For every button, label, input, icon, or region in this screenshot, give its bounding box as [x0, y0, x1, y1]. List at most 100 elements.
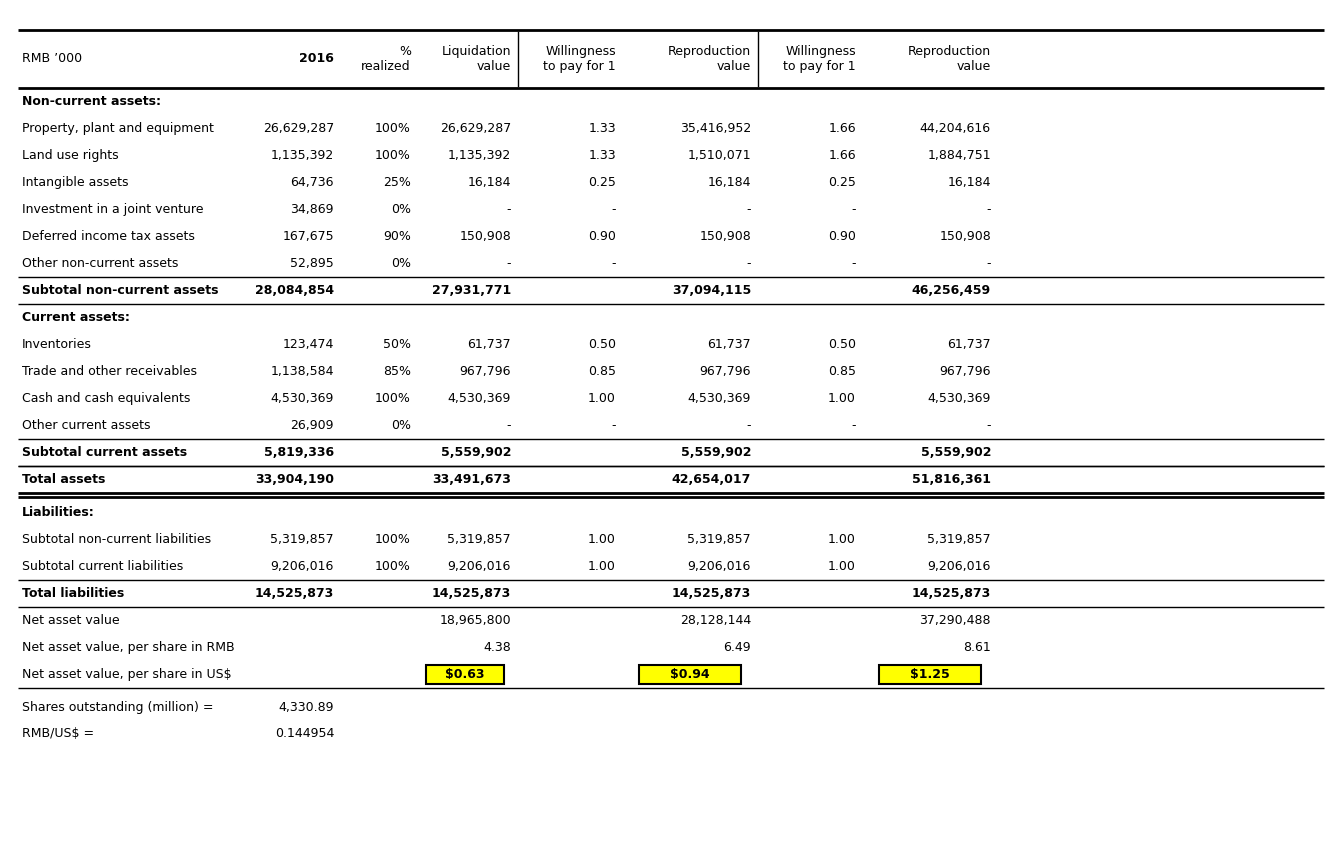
Text: 150,908: 150,908	[939, 230, 990, 243]
Text: 1.00: 1.00	[588, 533, 616, 546]
Text: Net asset value, per share in US$: Net asset value, per share in US$	[21, 668, 232, 681]
Text: Cash and cash equivalents: Cash and cash equivalents	[21, 392, 191, 405]
Text: 9,206,016: 9,206,016	[927, 560, 990, 573]
Text: 0%: 0%	[391, 419, 411, 432]
Text: Subtotal current liabilities: Subtotal current liabilities	[21, 560, 184, 573]
Text: Willingness
to pay for 1: Willingness to pay for 1	[544, 45, 616, 73]
Text: 5,559,902: 5,559,902	[440, 446, 511, 459]
Text: $0.63: $0.63	[446, 668, 484, 681]
Text: -: -	[506, 203, 511, 216]
Text: Liquidation
value: Liquidation value	[442, 45, 511, 73]
Text: 1.00: 1.00	[828, 392, 856, 405]
Text: $0.94: $0.94	[670, 668, 710, 681]
Text: 25%: 25%	[382, 176, 411, 189]
Text: 14,525,873: 14,525,873	[672, 587, 752, 600]
Text: RMB/US$ =: RMB/US$ =	[21, 727, 94, 740]
Text: -: -	[612, 419, 616, 432]
Text: 34,869: 34,869	[290, 203, 334, 216]
Text: 1,510,071: 1,510,071	[687, 149, 752, 162]
Text: 4,530,369: 4,530,369	[927, 392, 990, 405]
Text: Total assets: Total assets	[21, 473, 106, 486]
Text: 8.61: 8.61	[964, 641, 990, 654]
Text: 5,319,857: 5,319,857	[927, 533, 990, 546]
Text: Property, plant and equipment: Property, plant and equipment	[21, 122, 213, 135]
Text: 37,094,115: 37,094,115	[672, 284, 752, 297]
Text: 4,530,369: 4,530,369	[271, 392, 334, 405]
Text: 26,629,287: 26,629,287	[263, 122, 334, 135]
Text: 100%: 100%	[376, 149, 411, 162]
Text: 26,629,287: 26,629,287	[440, 122, 511, 135]
Text: 100%: 100%	[376, 533, 411, 546]
Text: -: -	[612, 203, 616, 216]
Text: 6.49: 6.49	[723, 641, 752, 654]
Text: 90%: 90%	[382, 230, 411, 243]
Text: 14,525,873: 14,525,873	[432, 587, 511, 600]
Text: Liabilities:: Liabilities:	[21, 506, 95, 519]
Bar	[879, 665, 981, 684]
Text: 1.00: 1.00	[828, 560, 856, 573]
Text: 150,908: 150,908	[699, 230, 752, 243]
Text: 61,737: 61,737	[467, 338, 511, 351]
Text: %
realized: % realized	[361, 45, 411, 73]
Text: -: -	[746, 419, 752, 432]
Text: -: -	[746, 203, 752, 216]
Text: 35,416,952: 35,416,952	[680, 122, 752, 135]
Text: 44,204,616: 44,204,616	[919, 122, 990, 135]
Text: -: -	[746, 257, 752, 270]
Text: Reproduction
value: Reproduction value	[668, 45, 752, 73]
Text: 14,525,873: 14,525,873	[911, 587, 990, 600]
Text: Shares outstanding (million) =: Shares outstanding (million) =	[21, 701, 213, 714]
Text: 0.144954: 0.144954	[275, 727, 334, 740]
Text: 28,128,144: 28,128,144	[680, 614, 752, 627]
Text: 2016: 2016	[299, 52, 334, 65]
Text: 5,819,336: 5,819,336	[264, 446, 334, 459]
Text: Net asset value, per share in RMB: Net asset value, per share in RMB	[21, 641, 235, 654]
Text: 5,319,857: 5,319,857	[687, 533, 752, 546]
Text: 1.00: 1.00	[828, 533, 856, 546]
Text: 123,474: 123,474	[283, 338, 334, 351]
Text: -: -	[852, 203, 856, 216]
Text: 0%: 0%	[391, 203, 411, 216]
Text: Investment in a joint venture: Investment in a joint venture	[21, 203, 204, 216]
Text: 0.50: 0.50	[828, 338, 856, 351]
Text: 100%: 100%	[376, 122, 411, 135]
Text: 5,319,857: 5,319,857	[270, 533, 334, 546]
Text: -: -	[506, 419, 511, 432]
Text: 37,290,488: 37,290,488	[919, 614, 990, 627]
Text: Inventories: Inventories	[21, 338, 91, 351]
Text: -: -	[986, 419, 990, 432]
Text: 4,530,369: 4,530,369	[687, 392, 752, 405]
Text: 27,931,771: 27,931,771	[432, 284, 511, 297]
Text: 52,895: 52,895	[290, 257, 334, 270]
Text: 4,530,369: 4,530,369	[448, 392, 511, 405]
Text: Other non-current assets: Other non-current assets	[21, 257, 178, 270]
Text: 50%: 50%	[382, 338, 411, 351]
Text: 0.85: 0.85	[828, 365, 856, 378]
Text: 1.00: 1.00	[588, 392, 616, 405]
Text: Trade and other receivables: Trade and other receivables	[21, 365, 197, 378]
Text: 1,135,392: 1,135,392	[448, 149, 511, 162]
Text: 967,796: 967,796	[699, 365, 752, 378]
Text: 4,330.89: 4,330.89	[279, 701, 334, 714]
Text: 0.90: 0.90	[588, 230, 616, 243]
Text: 150,908: 150,908	[459, 230, 511, 243]
Text: 1,138,584: 1,138,584	[271, 365, 334, 378]
Text: 167,675: 167,675	[282, 230, 334, 243]
Text: 1,135,392: 1,135,392	[271, 149, 334, 162]
Text: 61,737: 61,737	[707, 338, 752, 351]
Text: 42,654,017: 42,654,017	[671, 473, 752, 486]
Text: 9,206,016: 9,206,016	[448, 560, 511, 573]
Text: 9,206,016: 9,206,016	[687, 560, 752, 573]
Text: 16,184: 16,184	[707, 176, 752, 189]
Text: -: -	[506, 257, 511, 270]
Text: 16,184: 16,184	[947, 176, 990, 189]
Text: 9,206,016: 9,206,016	[271, 560, 334, 573]
Text: 0.90: 0.90	[828, 230, 856, 243]
Text: 51,816,361: 51,816,361	[913, 473, 990, 486]
Text: 0.25: 0.25	[588, 176, 616, 189]
Text: 64,736: 64,736	[290, 176, 334, 189]
Text: 16,184: 16,184	[467, 176, 511, 189]
Text: 14,525,873: 14,525,873	[255, 587, 334, 600]
Text: Current assets:: Current assets:	[21, 311, 130, 324]
Text: 1.33: 1.33	[588, 149, 616, 162]
